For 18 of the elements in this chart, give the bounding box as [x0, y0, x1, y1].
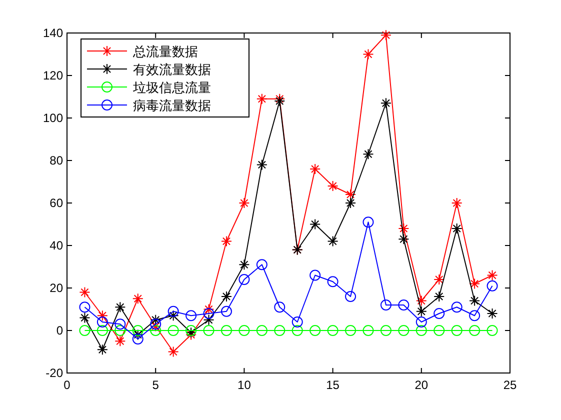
- y-tick-label: 0: [56, 324, 64, 338]
- y-tick-label: 20: [50, 281, 64, 295]
- y-tick-label: 40: [50, 238, 64, 252]
- x-tick-label: 15: [326, 378, 340, 392]
- y-tick-label: 100: [42, 111, 64, 125]
- x-tick-label: 25: [503, 378, 517, 392]
- y-tick-label: 140: [42, 26, 64, 40]
- y-tick-label: 60: [50, 196, 64, 210]
- y-tick-label: 80: [50, 154, 64, 168]
- x-tick-label: 20: [414, 378, 428, 392]
- x-tick-label: 5: [152, 378, 160, 392]
- legend-label: 垃圾信息流量: [132, 80, 211, 96]
- legend-label: 总流量数据: [132, 44, 198, 60]
- y-tick-label: -20: [46, 366, 64, 380]
- y-tick-label: 120: [42, 68, 64, 82]
- x-tick-label: 10: [238, 378, 252, 392]
- legend-label: 有效流量数据: [133, 62, 211, 78]
- legend-label: 病毒流量数据: [133, 98, 211, 114]
